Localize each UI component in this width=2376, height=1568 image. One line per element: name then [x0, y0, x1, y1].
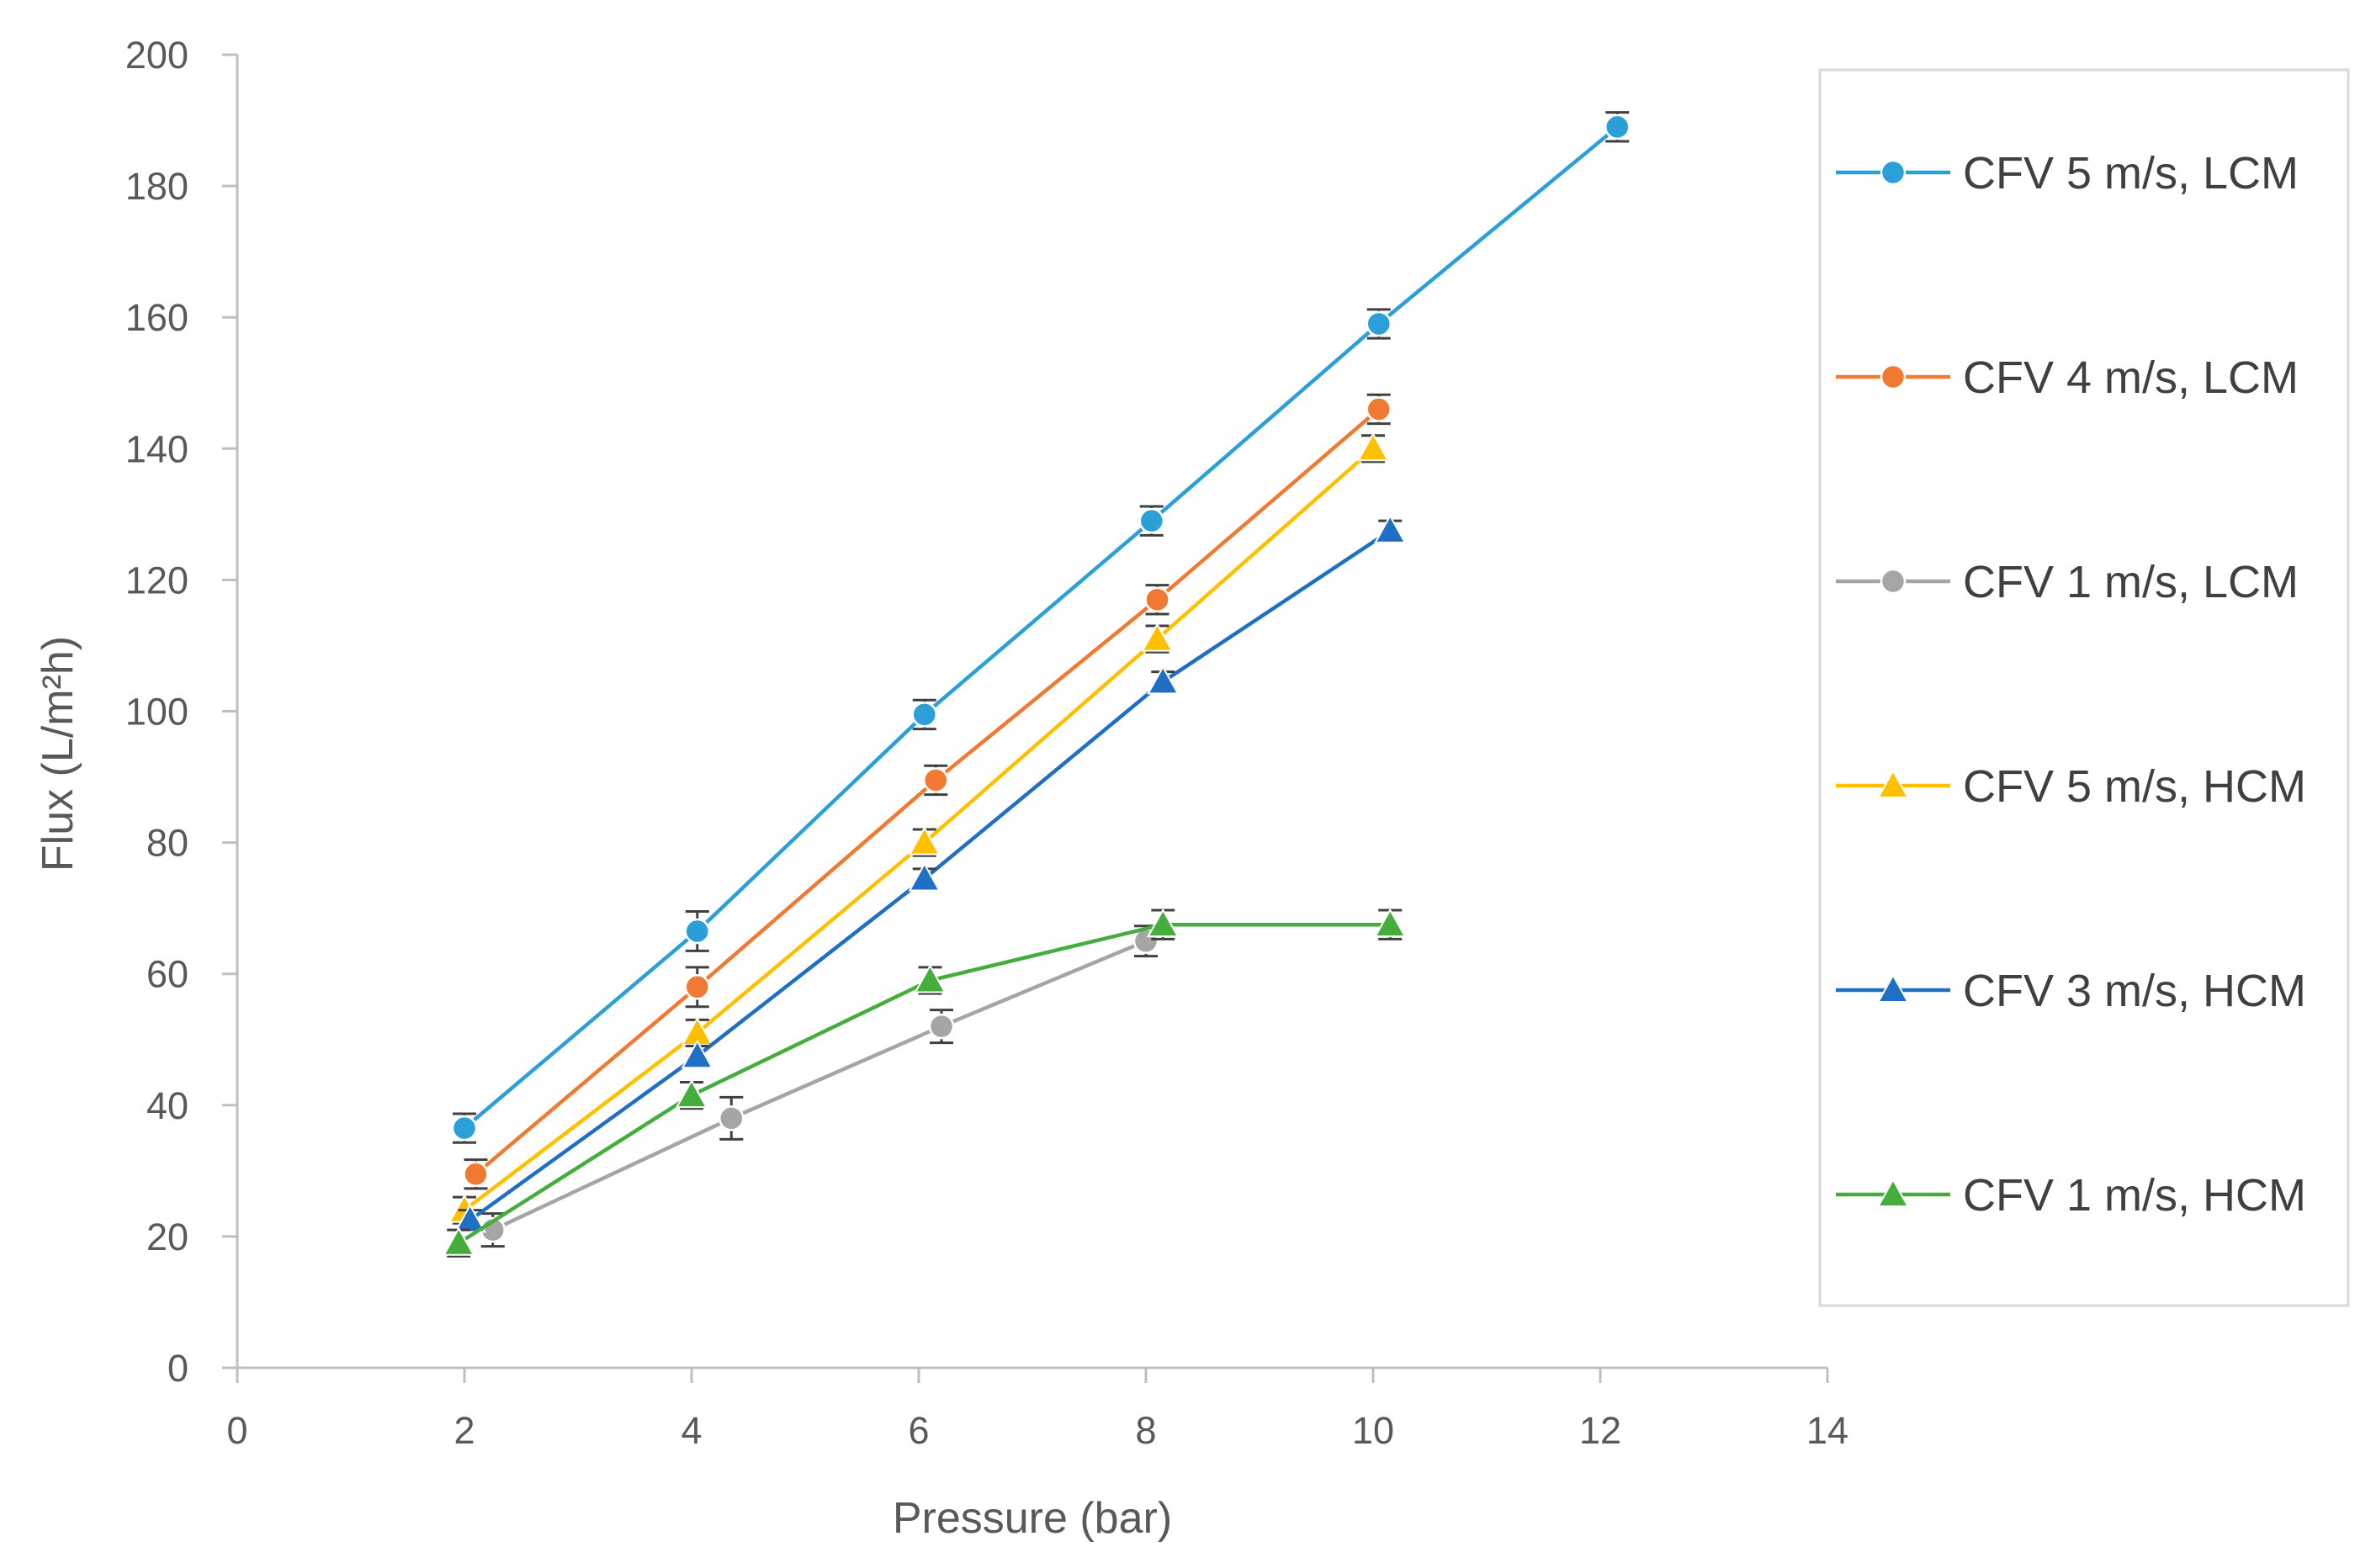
- y-tick-label: 60: [146, 953, 188, 996]
- y-tick-label: 120: [125, 559, 188, 601]
- legend-swatch-marker: [1880, 568, 1907, 595]
- legend-label: CFV 1 m/s, HCM: [1963, 1170, 2306, 1221]
- data-point: [923, 767, 949, 793]
- legend-item-4: CFV 5 m/s, HCM: [1836, 761, 2306, 812]
- series-5: [453, 514, 1407, 1233]
- legend-item-2: CFV 4 m/s, LCM: [1836, 352, 2299, 403]
- data-point: [911, 702, 937, 728]
- y-tick-label: 100: [125, 691, 188, 734]
- data-point: [1141, 622, 1174, 652]
- legend-label: CFV 3 m/s, HCM: [1963, 966, 2306, 1016]
- y-tick-label: 200: [125, 34, 188, 77]
- data-point: [684, 918, 710, 945]
- legend-item-1: CFV 5 m/s, LCM: [1836, 148, 2299, 199]
- legend-swatch-marker: [1880, 363, 1907, 390]
- legend-item-5: CFV 3 m/s, HCM: [1836, 966, 2306, 1016]
- data-point: [1147, 908, 1180, 938]
- data-point: [1366, 310, 1392, 337]
- x-tick-label: 4: [681, 1409, 702, 1452]
- series-line: [491, 939, 1147, 1232]
- x-tick-label: 10: [1352, 1409, 1394, 1452]
- data-point: [453, 1203, 486, 1233]
- series-1: [451, 111, 1631, 1144]
- data-point: [914, 963, 947, 993]
- x-tick-label: 8: [1135, 1409, 1156, 1452]
- series-layer: [443, 111, 1631, 1258]
- data-point: [675, 1078, 708, 1109]
- data-point: [463, 1161, 489, 1188]
- x-tick-label: 12: [1579, 1409, 1621, 1452]
- data-point: [684, 974, 710, 1000]
- legend: CFV 5 m/s, LCM CFV 4 m/s, LCM CFV 1 m/s, L…: [1818, 68, 2350, 1307]
- x-axis-title: Pressure (bar): [893, 1494, 1172, 1543]
- axes: 0 20 40 60 80 100 120 140 160 180 200 0 2 4 6 8 10 12 14: [125, 34, 1848, 1452]
- data-point: [908, 826, 941, 856]
- y-tick-label: 140: [125, 427, 188, 470]
- legend-item-6: CFV 1 m/s, HCM: [1836, 1170, 2306, 1221]
- y-tick-label: 180: [125, 165, 188, 208]
- legend-item-3: CFV 1 m/s, LCM: [1836, 557, 2299, 607]
- data-point: [1604, 114, 1631, 140]
- series-2: [463, 393, 1392, 1190]
- series-3: [480, 924, 1159, 1248]
- data-point: [1366, 396, 1392, 422]
- y-axis-title: Flux (L/m²h): [34, 636, 82, 871]
- data-point: [928, 1013, 955, 1040]
- x-tick-label: 2: [453, 1409, 475, 1452]
- legend-swatch-marker: [1880, 159, 1907, 186]
- x-tick-label: 6: [908, 1409, 929, 1452]
- data-point: [443, 1226, 475, 1256]
- y-tick-label: 40: [146, 1084, 188, 1127]
- data-point: [681, 1039, 713, 1069]
- data-point: [451, 1115, 478, 1142]
- data-point: [1356, 432, 1390, 462]
- y-tick-label: 160: [125, 296, 188, 339]
- y-tick-label: 80: [146, 822, 188, 865]
- legend-swatch-marker: [1876, 1178, 1910, 1207]
- x-tick-label: 14: [1806, 1409, 1848, 1452]
- legend-swatch-marker: [1876, 973, 1910, 1003]
- legend-label: CFV 4 m/s, LCM: [1963, 352, 2299, 403]
- data-point: [1374, 514, 1407, 543]
- data-point: [719, 1105, 745, 1131]
- legend-box: [1818, 68, 2350, 1307]
- y-tick-label: 20: [146, 1216, 188, 1258]
- legend-label: CFV 1 m/s, LCM: [1963, 557, 2299, 607]
- data-point: [1374, 908, 1407, 938]
- data-point: [1147, 665, 1180, 695]
- series-line: [463, 125, 1619, 1130]
- data-point: [1144, 586, 1170, 613]
- legend-label: CFV 5 m/s, HCM: [1963, 761, 2306, 812]
- data-point: [908, 861, 941, 892]
- y-tick-label: 0: [167, 1347, 188, 1390]
- legend-label: CFV 5 m/s, LCM: [1963, 148, 2299, 199]
- legend-swatch-marker: [1876, 769, 1910, 798]
- x-tick-label: 0: [226, 1409, 247, 1452]
- series-6: [443, 908, 1407, 1258]
- data-point: [1138, 507, 1164, 534]
